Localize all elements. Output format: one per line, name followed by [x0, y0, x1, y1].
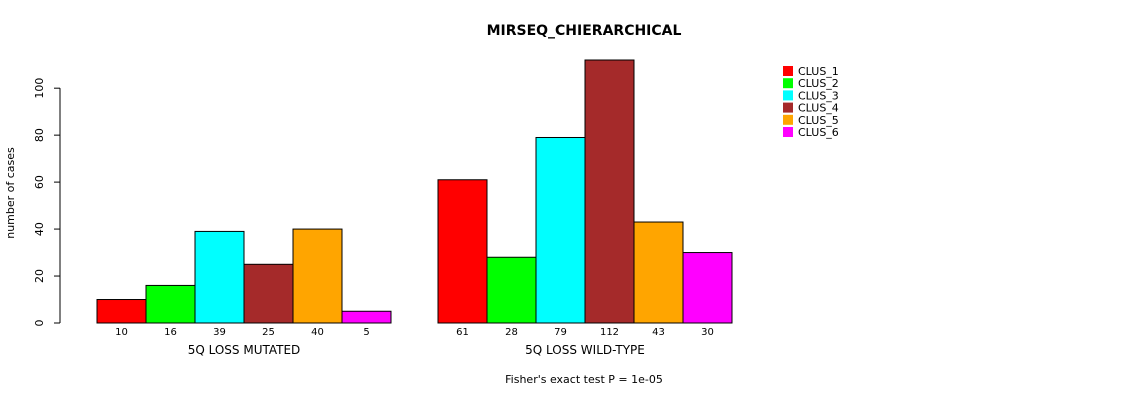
y-tick-label: 40: [33, 222, 46, 236]
legend-swatch: [783, 102, 793, 113]
bar-count-label: 25: [262, 327, 275, 338]
bar-clus-6-group-1: [341, 310, 392, 324]
bar-clus-5-group-2: [633, 221, 684, 324]
legend-label: CLUS_3: [798, 89, 839, 102]
bar-count-label: 10: [115, 327, 128, 338]
bar-count-label: 40: [311, 327, 324, 338]
legend-swatch: [783, 66, 793, 76]
y-tick-label: 0: [33, 320, 46, 327]
bar-count-label: 79: [554, 327, 567, 338]
bar-count-label: 16: [164, 327, 177, 338]
bar-count-label: 39: [213, 327, 226, 338]
y-tick-label: 60: [33, 175, 46, 189]
bar-clus-2-group-1: [145, 284, 196, 324]
y-tick-label: 20: [33, 269, 46, 283]
legend-swatch: [783, 78, 793, 89]
bars-layer: 10 16 39 25 40 5 5Q LOSS MUTATED 61 28 79 112 43 30 5…: [96, 59, 733, 357]
legend-swatch: [783, 114, 793, 125]
y-tick-label: 100: [33, 78, 46, 99]
y-tick-label: 80: [33, 128, 46, 142]
y-axis: 0 20 40 60 80 100: [33, 78, 61, 327]
bar-clus-3-group-2: [535, 136, 586, 324]
bar-clus-4-group-2: [584, 59, 635, 324]
legend-label: CLUS_5: [798, 114, 839, 127]
bar-count-label: 30: [701, 327, 714, 338]
legend-label: CLUS_4: [798, 102, 839, 115]
legend-label: CLUS_6: [798, 126, 839, 139]
bar-clus-3-group-1: [194, 230, 245, 324]
y-axis-label: number of cases: [4, 147, 17, 239]
bar-clus-5-group-1: [292, 228, 343, 324]
legend-label: CLUS_2: [798, 77, 839, 90]
legend-swatch: [783, 90, 793, 101]
bar-count-label: 28: [505, 327, 518, 338]
legend-swatch: [783, 127, 793, 137]
group-label: 5Q LOSS WILD-TYPE: [525, 343, 645, 357]
bar-count-label: 112: [600, 327, 619, 338]
bar-clus-4-group-1: [243, 263, 294, 324]
footnote: Fisher's exact test P = 1e-05: [505, 373, 663, 386]
chart-title: MIRSEQ_CHIERARCHICAL: [487, 23, 682, 39]
bar-count-label: 5: [363, 327, 369, 338]
bar-clus-2-group-2: [486, 256, 537, 324]
bar-clus-1-group-1: [96, 299, 147, 324]
bar-clus-6-group-2: [682, 252, 733, 324]
bar-count-label: 61: [456, 327, 469, 338]
legend-label: CLUS_1: [798, 65, 839, 78]
bar-count-label: 43: [652, 327, 665, 338]
group-label: 5Q LOSS MUTATED: [188, 343, 301, 357]
bar-clus-1-group-2: [437, 179, 488, 324]
